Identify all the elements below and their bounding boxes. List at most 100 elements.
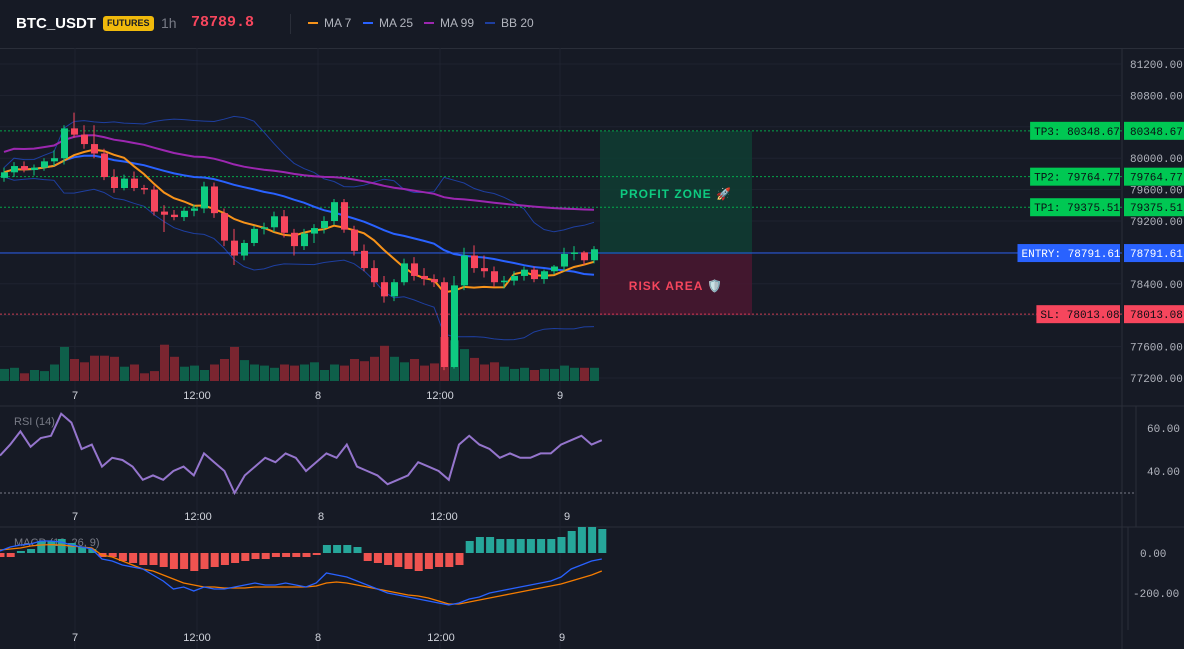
level-label-2: TP1: 79375.51 [1034, 203, 1120, 215]
candle-body-22 [221, 213, 228, 241]
candle-body-9 [91, 144, 98, 154]
level-price-4: 78013.08 [1130, 310, 1183, 322]
price-tick-4: 79600.00 [1130, 186, 1183, 198]
macd-hist-56 [567, 531, 576, 553]
legend-ma25[interactable]: MA 25 [363, 16, 413, 30]
volume-bar-9 [90, 355, 99, 381]
rsi-time-label-4: 9 [564, 511, 570, 523]
candle-body-29 [291, 232, 298, 247]
volume-bar-5 [50, 364, 59, 381]
candle-body-54 [541, 271, 548, 280]
volume-bar-47 [470, 357, 479, 381]
bb-lower [3, 176, 595, 341]
macd-hist-49 [496, 539, 505, 553]
macd-hist-22 [220, 553, 229, 565]
level-price-3: 78791.61 [1130, 249, 1183, 261]
volume-bar-46 [460, 349, 469, 381]
candle-body-7 [71, 128, 78, 135]
volume-bars [0, 337, 599, 381]
volume-bar-22 [220, 359, 229, 381]
candle-body-32 [321, 221, 328, 229]
legend-ma7-label: MA 7 [324, 16, 352, 30]
candle-body-4 [41, 161, 48, 168]
volume-bar-23 [230, 346, 239, 381]
volume-bar-57 [570, 367, 579, 381]
macd-hist-15 [149, 553, 158, 565]
macd-hist-7 [67, 543, 76, 553]
volume-bar-51 [510, 368, 519, 381]
macd-hist-50 [506, 539, 515, 553]
candle-body-49 [491, 271, 498, 283]
legend-ma99-label: MA 99 [440, 16, 475, 30]
volume-bar-58 [580, 367, 589, 381]
ma7-line [3, 148, 595, 294]
macd-hist-4 [37, 541, 46, 553]
legend-ma7[interactable]: MA 7 [308, 16, 351, 30]
timeframe-label[interactable]: 1h [161, 15, 177, 31]
volume-bar-41 [410, 359, 419, 381]
volume-bar-28 [280, 364, 289, 381]
candle-body-25 [251, 228, 258, 243]
header-divider [290, 14, 291, 34]
time-axis[interactable]: 7 12:00 8 12:00 9 [72, 390, 563, 402]
profit-zone [600, 131, 752, 254]
volume-bar-18 [180, 366, 189, 381]
candle-body-51 [511, 275, 518, 281]
volume-bar-50 [500, 366, 509, 381]
symbol-name[interactable]: BTC_USDT [16, 15, 97, 32]
volume-bar-33 [330, 364, 339, 381]
level-label-bg-2 [1030, 198, 1120, 217]
time-label-1: 12:00 [183, 390, 211, 402]
price-axis[interactable]: 81200.0080800.0080400.0080000.0079600.00… [1130, 60, 1183, 386]
volume-bar-12 [120, 366, 129, 381]
macd-hist-28 [282, 553, 291, 557]
macd-hist-1 [6, 553, 15, 557]
macd-hist-37 [373, 553, 382, 563]
volume-bar-32 [320, 370, 329, 381]
candle-body-0 [1, 172, 8, 178]
candle-body-6 [61, 128, 68, 159]
volume-bar-53 [530, 370, 539, 381]
macd-hist-46 [465, 541, 474, 553]
rsi-tick-60: 60.00 [1147, 424, 1180, 436]
level-price-bg-1 [1124, 167, 1184, 186]
macd-time-label-0: 7 [72, 632, 78, 644]
volume-bar-52 [520, 367, 529, 381]
level-label-4: SL: 78013.08 [1040, 310, 1119, 322]
volume-bar-21 [210, 364, 219, 381]
price-tick-5: 79200.00 [1130, 217, 1183, 229]
level-price-0: 80348.67 [1130, 127, 1183, 139]
macd-hist-54 [547, 539, 556, 553]
volume-bar-59 [590, 367, 599, 381]
volume-bar-48 [480, 364, 489, 381]
macd-hist-53 [537, 539, 546, 553]
macd-time-label-4: 9 [559, 632, 565, 644]
macd-hist-11 [108, 553, 117, 557]
volume-bar-43 [430, 363, 439, 381]
level-label-bg-0 [1030, 121, 1120, 140]
legend-bb20[interactable]: BB 20 [485, 16, 534, 30]
candle-body-47 [471, 255, 478, 269]
macd-hist-36 [363, 553, 372, 561]
ma25-line [3, 154, 595, 276]
candle-body-35 [351, 229, 358, 251]
macd-hist-39 [394, 553, 403, 567]
candle-body-1 [11, 166, 18, 173]
macd-hist-33 [333, 545, 342, 553]
volume-bar-11 [110, 356, 119, 381]
price-tick-1: 80800.00 [1130, 91, 1183, 103]
volume-bar-3 [30, 370, 39, 381]
volume-bar-8 [80, 362, 89, 381]
macd-hist-27 [271, 553, 280, 557]
candle-body-20 [201, 186, 208, 209]
candle-body-5 [51, 158, 58, 162]
rsi-time-label-3: 12:00 [430, 511, 458, 523]
volume-bar-31 [310, 362, 319, 381]
macd-hist-59 [598, 529, 607, 553]
candle-body-34 [341, 202, 348, 230]
bb20-swatch [485, 21, 495, 24]
candle-body-48 [481, 268, 488, 272]
level-price-bg-0 [1124, 121, 1184, 140]
legend-ma99[interactable]: MA 99 [424, 16, 474, 30]
